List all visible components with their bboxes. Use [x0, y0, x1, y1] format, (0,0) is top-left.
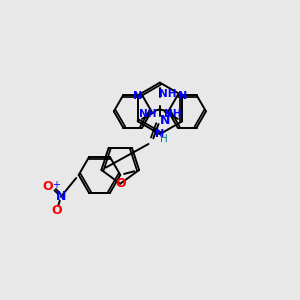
- Text: O: O: [52, 204, 62, 217]
- Text: N: N: [155, 129, 164, 139]
- Text: O: O: [115, 177, 126, 190]
- Text: N: N: [178, 91, 187, 100]
- Text: NH: NH: [159, 88, 177, 98]
- Text: N: N: [56, 190, 66, 203]
- Text: H: H: [160, 134, 168, 144]
- Text: NH: NH: [139, 109, 156, 119]
- Text: +: +: [52, 180, 60, 190]
- Text: NH: NH: [164, 109, 181, 119]
- Text: N: N: [160, 114, 170, 127]
- Text: O: O: [43, 180, 53, 193]
- Text: N: N: [133, 91, 142, 100]
